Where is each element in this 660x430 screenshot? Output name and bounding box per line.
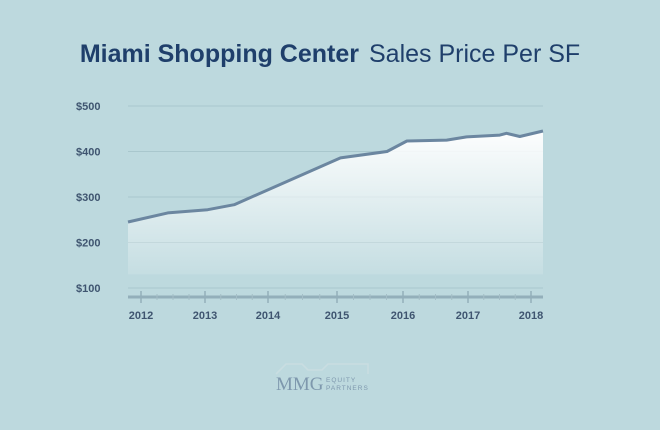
x-tick-label: 2017 [456, 310, 480, 322]
series-line [127, 129, 544, 224]
y-tick-label: $500 [76, 101, 100, 113]
y-tick-label: $100 [76, 283, 100, 295]
x-tick-label: 2016 [391, 310, 415, 322]
x-tick-label: 2012 [129, 310, 153, 322]
x-tick-label: 2014 [256, 310, 281, 322]
chart-title: Miami Shopping Center Sales Price Per SF [0, 40, 660, 69]
title-main: Miami Shopping Center [79, 40, 359, 68]
x-tick-label: 2018 [519, 310, 543, 322]
x-tick-label: 2013 [193, 310, 217, 322]
logo-line2: PARTNERS [326, 385, 369, 392]
logo-line1: EQUITY [326, 377, 356, 384]
area-fill [128, 131, 543, 275]
x-axis: 2012 2013 2014 2015 2016 2017 2018 [128, 291, 543, 322]
mmg-logo: MMG EQUITY PARTNERS [275, 363, 369, 395]
y-axis-ticks: $500 $400 $300 $200 $100 [76, 101, 100, 295]
title-sub: Sales Price Per SF [369, 40, 581, 68]
y-tick-label: $300 [76, 192, 100, 204]
x-tick-label: 2015 [325, 310, 349, 322]
y-tick-label: $200 [76, 238, 100, 250]
y-tick-label: $400 [76, 147, 100, 159]
logo-text: MMG [276, 374, 324, 395]
